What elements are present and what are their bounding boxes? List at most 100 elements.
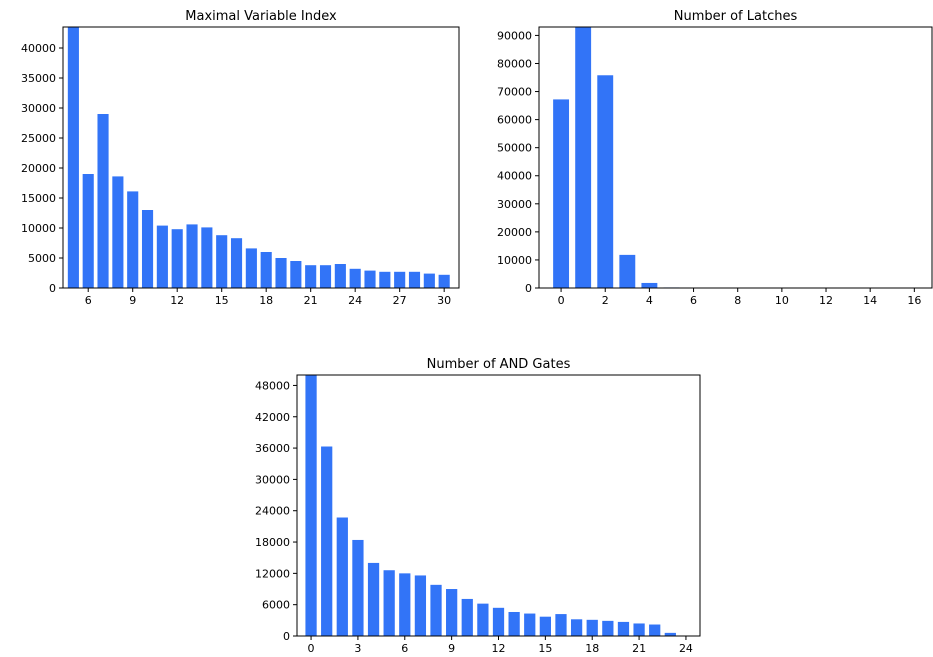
bar (446, 589, 458, 636)
bar (367, 562, 380, 636)
bar (492, 607, 505, 636)
bar (245, 248, 257, 288)
x-tick-label: 21 (304, 294, 318, 307)
chart-title: Number of Latches (674, 9, 798, 24)
y-tick-label: 0 (49, 282, 56, 295)
y-tick-label: 6000 (262, 599, 290, 612)
bar (414, 575, 427, 636)
chart-title: Maximal Variable Index (185, 9, 337, 24)
x-tick-label: 15 (538, 642, 552, 655)
chart-number-of-latches: Number of Latches 0 2 4 6 8 10 12 14 16 0 10000 200… (497, 9, 933, 307)
bar (321, 446, 333, 636)
x-tick-label: 9 (129, 294, 136, 307)
bar (602, 620, 614, 636)
bars (553, 27, 923, 288)
y-tick-label: 20000 (21, 162, 56, 175)
bar (186, 224, 198, 288)
y-tick-label: 24000 (255, 505, 290, 518)
bar (97, 114, 109, 288)
y-tick-label: 30000 (255, 473, 290, 486)
bars (67, 27, 450, 288)
bar (67, 27, 79, 288)
chart-title: Number of AND Gates (427, 357, 571, 372)
bar (399, 573, 411, 636)
x-tick-label: 12 (492, 642, 506, 655)
bar (508, 611, 520, 636)
bar (586, 619, 598, 636)
y-tick-label: 40000 (497, 170, 532, 183)
y-tick-label: 50000 (497, 142, 532, 155)
x-tick-label: 30 (437, 294, 451, 307)
bar (201, 227, 213, 288)
x-tick-label: 14 (863, 294, 877, 307)
y-tick-label: 42000 (255, 411, 290, 424)
bar (364, 270, 376, 288)
x-tick-label: 15 (215, 294, 229, 307)
bar (216, 235, 228, 288)
bar (305, 375, 317, 636)
bar (127, 191, 139, 288)
x-tick-label: 9 (448, 642, 455, 655)
bar (171, 229, 183, 288)
x-tick-label: 0 (308, 642, 315, 655)
x-tick-label: 6 (690, 294, 697, 307)
bar (141, 210, 154, 288)
bar (290, 261, 302, 288)
x-tick-label: 21 (632, 642, 646, 655)
x-tick-label: 0 (558, 294, 565, 307)
bar (408, 271, 421, 288)
bar (336, 517, 348, 636)
y-tick-label: 80000 (497, 57, 532, 70)
x-tick-label: 12 (819, 294, 833, 307)
y-tick-label: 90000 (497, 29, 532, 42)
bar (383, 570, 395, 636)
x-tick-label: 6 (401, 642, 408, 655)
bar (553, 99, 570, 288)
x-tick-label: 16 (907, 294, 921, 307)
bar (305, 265, 317, 288)
x-tick-label: 2 (602, 294, 609, 307)
x-tick-label: 10 (775, 294, 789, 307)
x-tick-label: 6 (85, 294, 92, 307)
chart-number-of-and-gates: Number of AND Gates 0 3 6 9 12 15 18 21 24 0 6000 1… (255, 357, 701, 655)
y-tick-label: 0 (283, 630, 290, 643)
bar (230, 238, 243, 288)
y-tick-label: 40000 (21, 42, 56, 55)
bar (570, 619, 583, 636)
y-tick-label: 60000 (497, 114, 532, 127)
bar (352, 539, 364, 636)
y-tick-label: 25000 (21, 132, 56, 145)
bar (423, 273, 435, 288)
bar (275, 258, 287, 288)
y-tick-label: 10000 (497, 254, 532, 267)
y-tick-label: 10000 (21, 222, 56, 235)
x-tick-label: 4 (646, 294, 653, 307)
bar (379, 271, 391, 288)
y-tick-label: 18000 (255, 536, 290, 549)
y-tick-label: 5000 (28, 252, 56, 265)
bar (394, 271, 406, 288)
x-tick-label: 12 (170, 294, 184, 307)
bar (349, 268, 361, 288)
y-tick-label: 35000 (21, 72, 56, 85)
bar (319, 265, 332, 288)
bar (649, 624, 661, 636)
bar (260, 252, 272, 288)
plot-frame (538, 26, 933, 289)
bars (305, 375, 676, 636)
y-tick-label: 30000 (497, 198, 532, 211)
bar (617, 621, 630, 636)
bar (633, 623, 645, 636)
y-tick-label: 0 (525, 282, 532, 295)
bar (524, 613, 536, 636)
bar (156, 225, 168, 288)
x-tick-label: 8 (734, 294, 741, 307)
bar (539, 616, 551, 636)
bar (461, 598, 473, 636)
y-tick-label: 36000 (255, 442, 290, 455)
bar (82, 174, 94, 288)
bar (641, 282, 658, 288)
y-tick-label: 48000 (255, 379, 290, 392)
x-tick-label: 3 (354, 642, 361, 655)
